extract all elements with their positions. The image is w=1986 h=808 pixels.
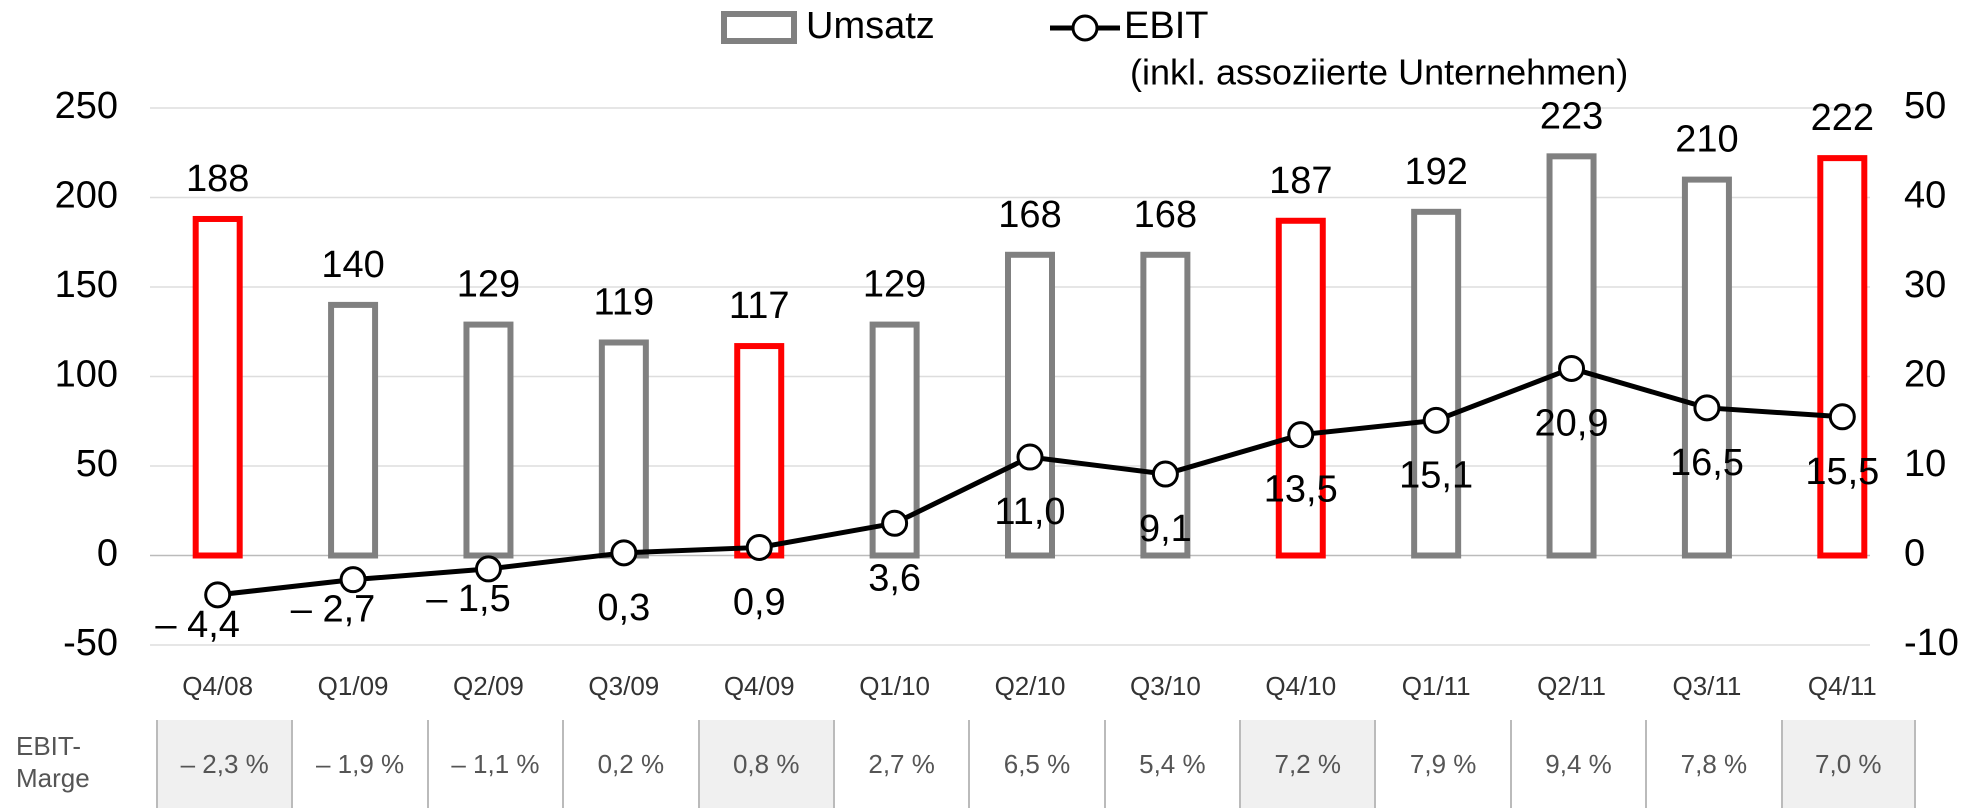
table-cell: 7,8 % (1645, 720, 1781, 808)
table-cell: 0,8 % (697, 720, 833, 808)
bar (192, 215, 243, 559)
line-value-label: 9,1 (1139, 508, 1192, 550)
y2-tick-label: -10 (1904, 622, 1959, 664)
line-marker (1151, 460, 1179, 488)
line-marker (610, 539, 638, 567)
y2-tick-label: 40 (1904, 175, 1946, 217)
bar-value-label: 129 (863, 264, 926, 306)
x-tick-label: Q1/10 (859, 671, 930, 701)
table-cell: 0,2 % (562, 720, 698, 808)
table-cell: 2,7 % (832, 720, 969, 808)
y2-tick-label: 30 (1904, 264, 1946, 306)
line-value-label: 16,5 (1670, 442, 1744, 484)
line-value-label: – 1,5 (426, 578, 511, 620)
bar-value-label: 187 (1269, 160, 1332, 202)
legend-label: EBIT (1124, 5, 1208, 47)
y-tick-label: 50 (76, 443, 118, 485)
bar (1140, 251, 1191, 559)
line-marker (474, 555, 502, 583)
line-value-label: 15,5 (1805, 451, 1879, 493)
line-value-label: 15,1 (1399, 454, 1473, 496)
table-cell: 7,0 % (1780, 720, 1916, 808)
bar-value-label: 117 (729, 285, 790, 327)
line-value-label: 0,9 (733, 581, 786, 623)
y-tick-label: 200 (55, 175, 118, 217)
bar-value-label: 119 (594, 282, 655, 324)
chart: Umsatz EBIT (inkl. assoziierte Unternehm… (55, 5, 1959, 701)
legend-swatch-marker (1071, 14, 1099, 42)
bar (1005, 251, 1055, 559)
table-cell: 5,4 % (1103, 720, 1240, 808)
y-tick-label: 150 (55, 264, 118, 306)
table-cell: – 1,1 % (426, 720, 563, 808)
bar-value-label: 188 (186, 158, 249, 200)
bar-value-label: 140 (321, 244, 384, 286)
x-tick-label: Q4/09 (724, 671, 795, 701)
bar (328, 301, 379, 559)
x-tick-label: Q3/09 (588, 671, 659, 701)
x-tick-label: Q3/10 (1130, 671, 1201, 701)
x-tick-label: Q1/11 (1402, 671, 1471, 701)
y2-tick-label: 0 (1904, 533, 1925, 575)
table-label: EBIT-Marge (16, 731, 90, 793)
x-tick-label: Q1/09 (318, 671, 389, 701)
x-tick-label: Q2/11 (1537, 671, 1606, 701)
line-marker (204, 581, 232, 609)
bar-value-label: 192 (1404, 151, 1467, 193)
bar-value-label: 223 (1540, 95, 1603, 137)
x-tick-label: Q2/09 (453, 671, 524, 701)
y2-tick-label: 10 (1904, 443, 1946, 485)
bar-value-label: 210 (1675, 119, 1738, 161)
table-cell: 6,5 % (968, 720, 1104, 808)
y2-tick-label: 50 (1904, 85, 1946, 127)
y-tick-label: 0 (97, 533, 118, 575)
bar (734, 343, 785, 559)
y2-tick-label: 20 (1904, 354, 1946, 396)
bar-value-label: 168 (998, 194, 1061, 236)
line-marker (881, 509, 909, 537)
line-marker (1016, 443, 1044, 471)
line-value-label: – 4,4 (155, 604, 240, 646)
line-value-label: 11,0 (994, 491, 1065, 533)
line-marker (1287, 421, 1315, 449)
bar (1817, 155, 1868, 559)
table-cell: 9,4 % (1509, 720, 1646, 808)
line-value-label: 13,5 (1264, 469, 1338, 511)
bar (1411, 208, 1462, 559)
bar (598, 339, 649, 559)
bar (1275, 217, 1326, 559)
line-value-label: 20,9 (1535, 402, 1609, 444)
line-value-label: 0,3 (597, 587, 650, 629)
y-tick-label: -50 (63, 622, 118, 664)
line-value-label: 3,6 (868, 557, 921, 599)
line-marker (745, 533, 773, 561)
bar-value-label: 168 (1134, 194, 1197, 236)
legend-note: (inkl. assoziierte Unternehmen) (1130, 52, 1628, 93)
line-marker (1422, 406, 1450, 434)
bar-value-label: 129 (457, 264, 520, 306)
line-marker (339, 566, 367, 594)
bar (463, 321, 514, 559)
table-cell: 7,9 % (1374, 720, 1510, 808)
bar-value-label: 222 (1811, 97, 1874, 139)
x-tick-label: Q3/11 (1672, 671, 1741, 701)
line-marker (1828, 403, 1856, 431)
x-tick-label: Q4/10 (1265, 671, 1336, 701)
legend-label: Umsatz (806, 5, 935, 47)
y-tick-label: 250 (55, 85, 118, 127)
line-marker (1693, 394, 1721, 422)
x-tick-label: Q2/10 (995, 671, 1066, 701)
table-cell: – 2,3 % (156, 720, 292, 808)
table-cell: 7,2 % (1239, 720, 1375, 808)
legend-swatch-bar (721, 11, 797, 44)
table-cell: – 1,9 % (291, 720, 427, 808)
bar (1681, 176, 1732, 559)
line-marker (1558, 354, 1586, 382)
line-value-label: – 2,7 (291, 589, 376, 631)
x-tick-label: Q4/08 (182, 671, 253, 701)
x-tick-label: Q4/11 (1808, 671, 1877, 701)
y-tick-label: 100 (55, 354, 118, 396)
